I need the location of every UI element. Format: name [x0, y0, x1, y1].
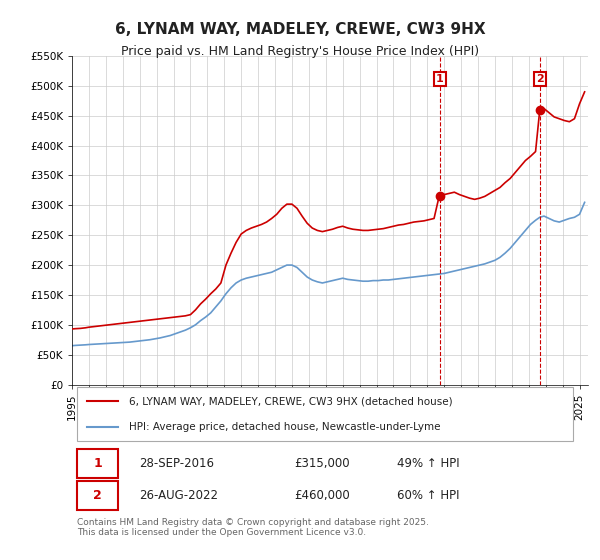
Point: [84, 398, 91, 404]
Text: 60% ↑ HPI: 60% ↑ HPI: [397, 489, 460, 502]
Text: 49% ↑ HPI: 49% ↑ HPI: [397, 458, 460, 470]
Text: 1: 1: [436, 74, 444, 84]
Text: £460,000: £460,000: [294, 489, 350, 502]
Point: [115, 398, 122, 404]
Text: Contains HM Land Registry data © Crown copyright and database right 2025.
This d: Contains HM Land Registry data © Crown c…: [77, 517, 429, 537]
Text: HPI: Average price, detached house, Newcastle-under-Lyme: HPI: Average price, detached house, Newc…: [129, 422, 440, 432]
FancyBboxPatch shape: [77, 450, 118, 478]
Text: £315,000: £315,000: [294, 458, 350, 470]
Point: [115, 424, 122, 431]
FancyBboxPatch shape: [77, 388, 572, 441]
Text: 1: 1: [94, 458, 102, 470]
Text: 6, LYNAM WAY, MADELEY, CREWE, CW3 9HX (detached house): 6, LYNAM WAY, MADELEY, CREWE, CW3 9HX (d…: [129, 396, 452, 406]
Point: [84, 424, 91, 431]
Text: 2: 2: [536, 74, 544, 84]
Text: 2: 2: [94, 489, 102, 502]
Text: 6, LYNAM WAY, MADELEY, CREWE, CW3 9HX: 6, LYNAM WAY, MADELEY, CREWE, CW3 9HX: [115, 22, 485, 38]
FancyBboxPatch shape: [77, 481, 118, 510]
Text: 26-AUG-2022: 26-AUG-2022: [139, 489, 218, 502]
Text: 28-SEP-2016: 28-SEP-2016: [139, 458, 214, 470]
Text: Price paid vs. HM Land Registry's House Price Index (HPI): Price paid vs. HM Land Registry's House …: [121, 45, 479, 58]
